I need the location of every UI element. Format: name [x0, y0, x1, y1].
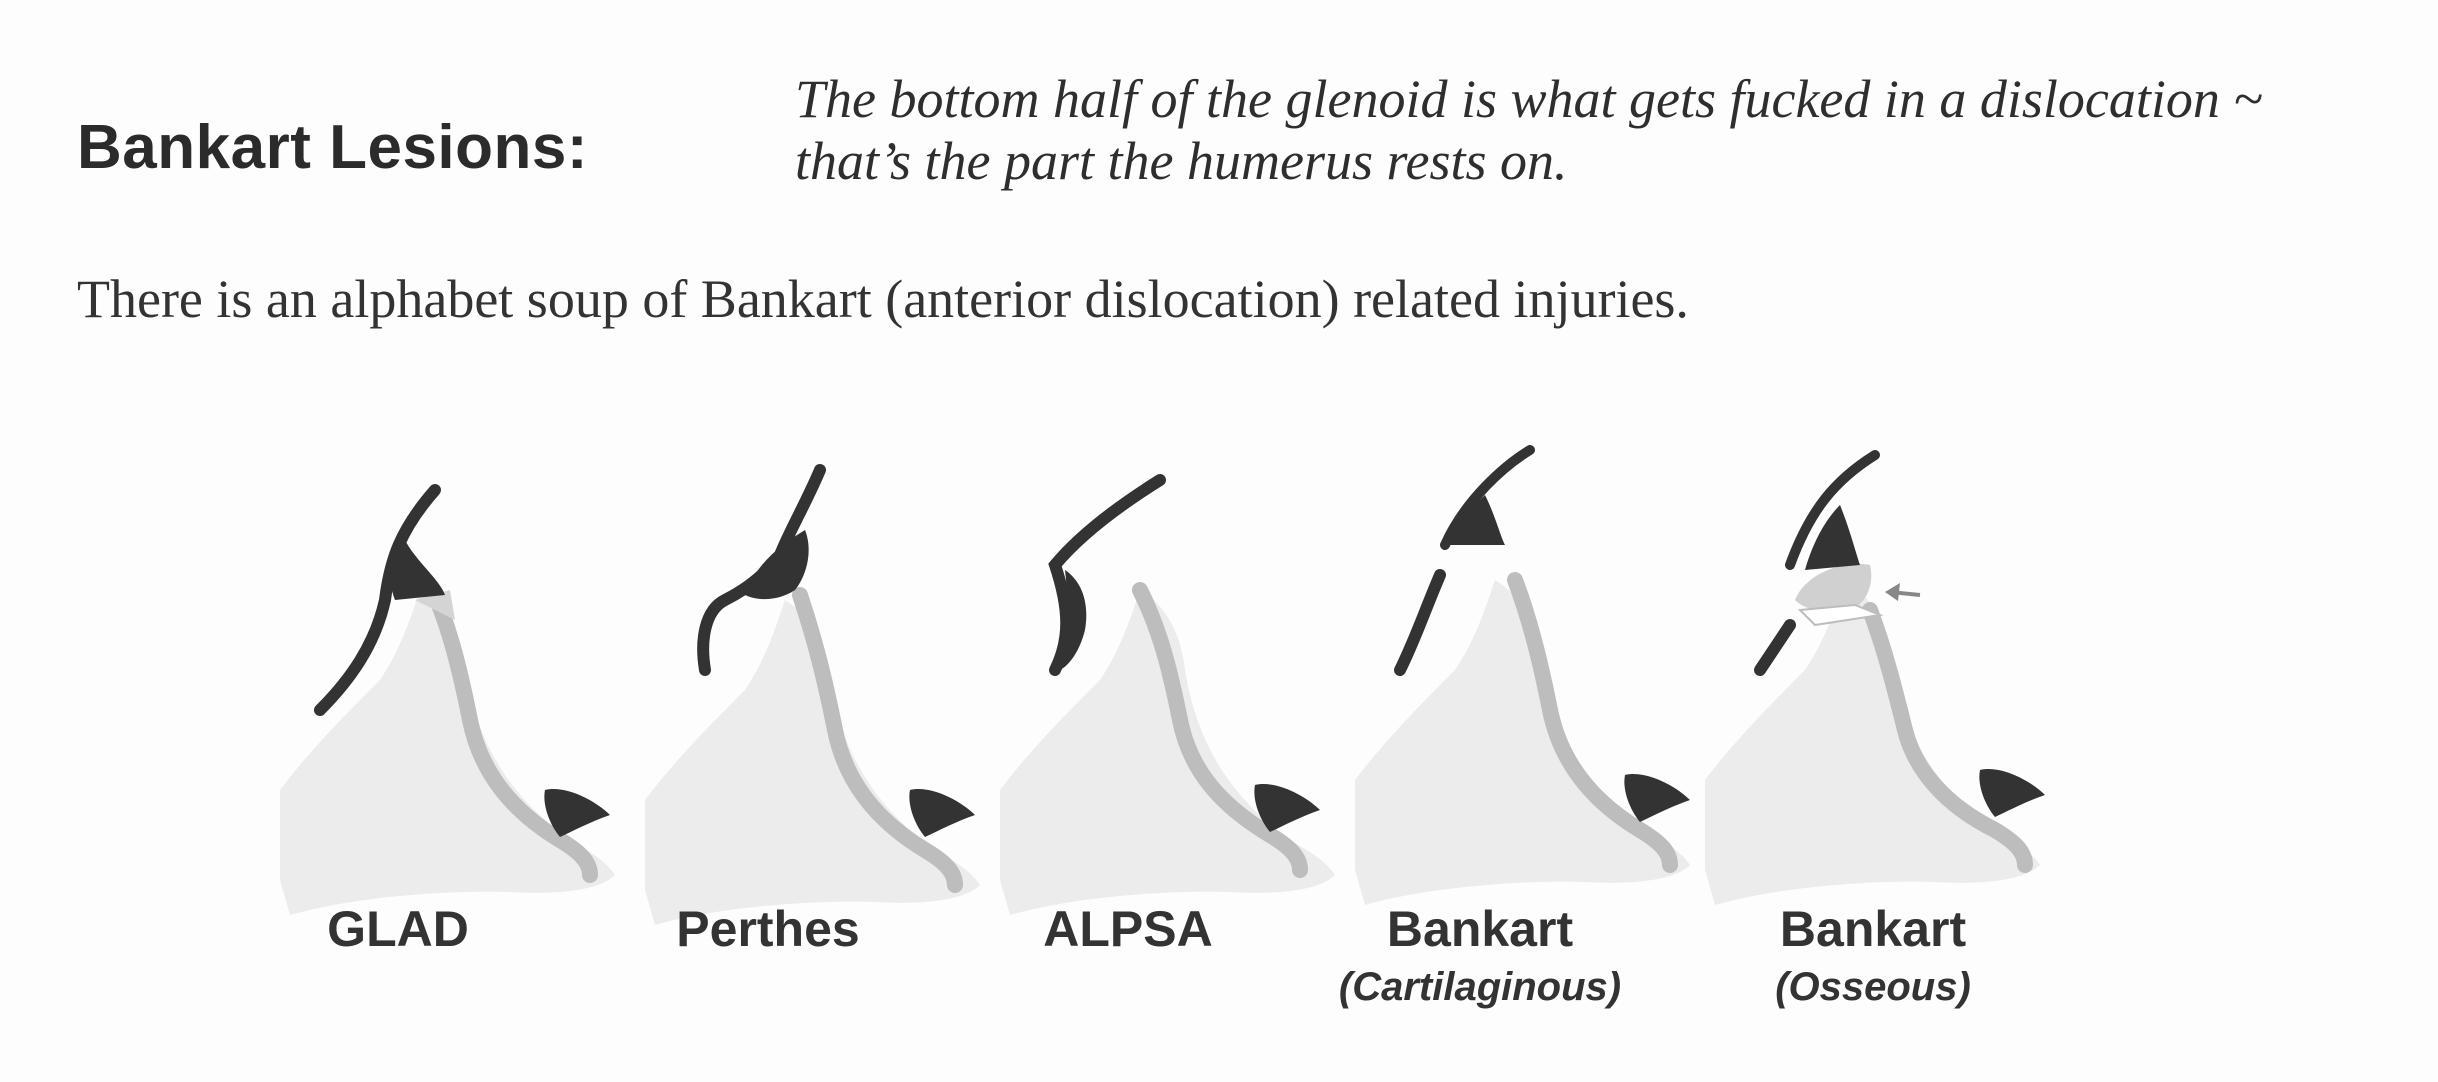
lesion-label-alpsa: ALPSA [1043, 901, 1213, 957]
alpsa-diagram [1000, 474, 1335, 915]
lesion-label-glad: GLAD [327, 901, 469, 957]
glad-diagram [280, 484, 615, 915]
note-line-2: that’s the part the humerus rests on. [795, 131, 1568, 191]
perthes-diagram [645, 464, 980, 925]
lesion-sublabel-osseous: (Osseous) [1775, 965, 1971, 1009]
explanatory-note: The bottom half of the glenoid is what g… [795, 68, 2395, 192]
lesion-sublabel-cartilaginous: (Cartilaginous) [1338, 965, 1622, 1009]
lesion-label-perthes: Perthes [676, 901, 860, 957]
lesion-label-bankart-cartilaginous: Bankart [1386, 901, 1574, 957]
bankart-osseous-diagram [1705, 450, 2045, 905]
lesion-label-bankart-osseous: Bankart [1779, 901, 1967, 957]
note-line-1: The bottom half of the glenoid is what g… [795, 69, 2263, 129]
page-heading: Bankart Lesions: [77, 113, 589, 182]
intro-text: There is an alphabet soup of Bankart (an… [77, 269, 1689, 329]
bankart-cartilaginous-diagram [1355, 445, 1690, 905]
